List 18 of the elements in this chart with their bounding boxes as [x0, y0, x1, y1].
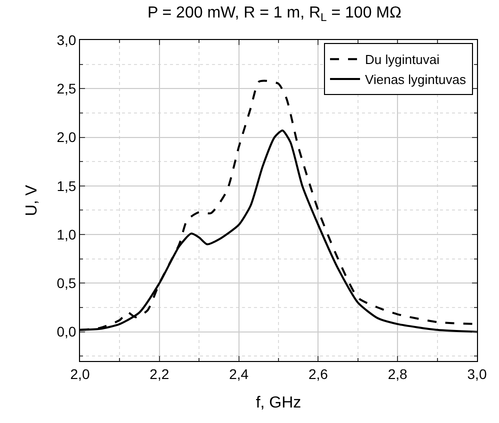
y-tick-label: 2,0 — [56, 129, 76, 146]
y-tick-label: 1,0 — [56, 226, 76, 242]
legend-label: Du lygintuvai — [365, 52, 440, 68]
x-tick-label: 3,0 — [467, 366, 487, 382]
chart-title: P = 200 mW, R = 1 m, R$_{L}$ = 100 MΩ — [147, 4, 402, 24]
y-axis-title: U, V — [24, 184, 41, 216]
x-axis-title: f, GHz — [256, 394, 302, 412]
x-tick-label: 2,4 — [229, 366, 249, 382]
x-tick-label: 2,8 — [388, 366, 408, 382]
legend-label: Vienas lygintuvas — [365, 72, 466, 88]
y-tick-label: 2,5 — [56, 80, 76, 97]
y-tick-label: 3,0 — [56, 32, 76, 48]
x-tick-label: 2,0 — [70, 366, 90, 382]
y-tick-label: 0,5 — [56, 275, 76, 292]
x-tick-label: 2,2 — [150, 366, 170, 382]
y-tick-label: 0,0 — [56, 324, 76, 340]
y-tick-label: 1,5 — [56, 178, 76, 194]
x-tick-label: 2,6 — [308, 366, 328, 382]
